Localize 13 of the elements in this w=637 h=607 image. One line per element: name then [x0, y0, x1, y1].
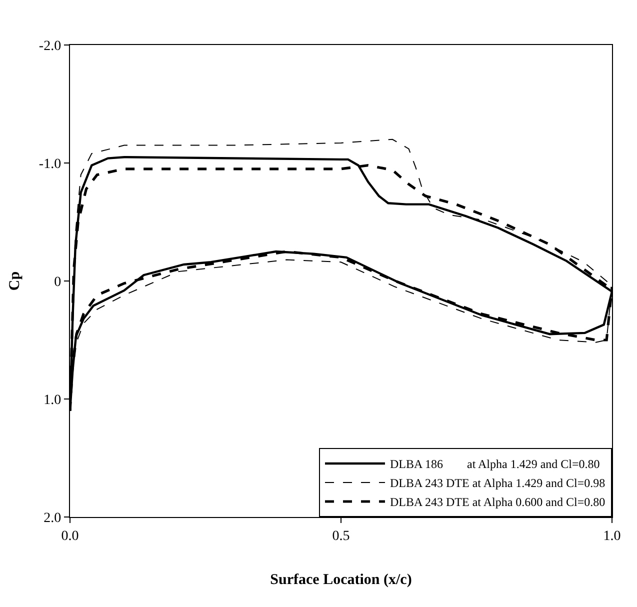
- y-tick-label: 1.0: [44, 392, 62, 408]
- x-tick-label: 1.0: [603, 528, 621, 544]
- x-tick-label: 0.0: [61, 528, 79, 544]
- y-tick-label: -1.0: [38, 156, 62, 172]
- legend-label: DLBA 243 DTE at Alpha 0.600 and Cl=0.80: [390, 495, 606, 510]
- legend-label: DLBA 243 DTE at Alpha 1.429 and Cl=0.98: [390, 476, 606, 490]
- y-tick-label: 0: [54, 274, 62, 290]
- legend-label: DLBA 186 at Alpha 1.429 and Cl=0.80: [390, 457, 600, 472]
- y-tick-label: 2.0: [44, 510, 62, 526]
- x-tick-label: 0.5: [332, 528, 350, 544]
- y-tick-label: -2.0: [38, 38, 62, 54]
- y-axis-title: Cp: [7, 271, 24, 291]
- x-axis-title: Surface Location (x/c): [270, 572, 412, 588]
